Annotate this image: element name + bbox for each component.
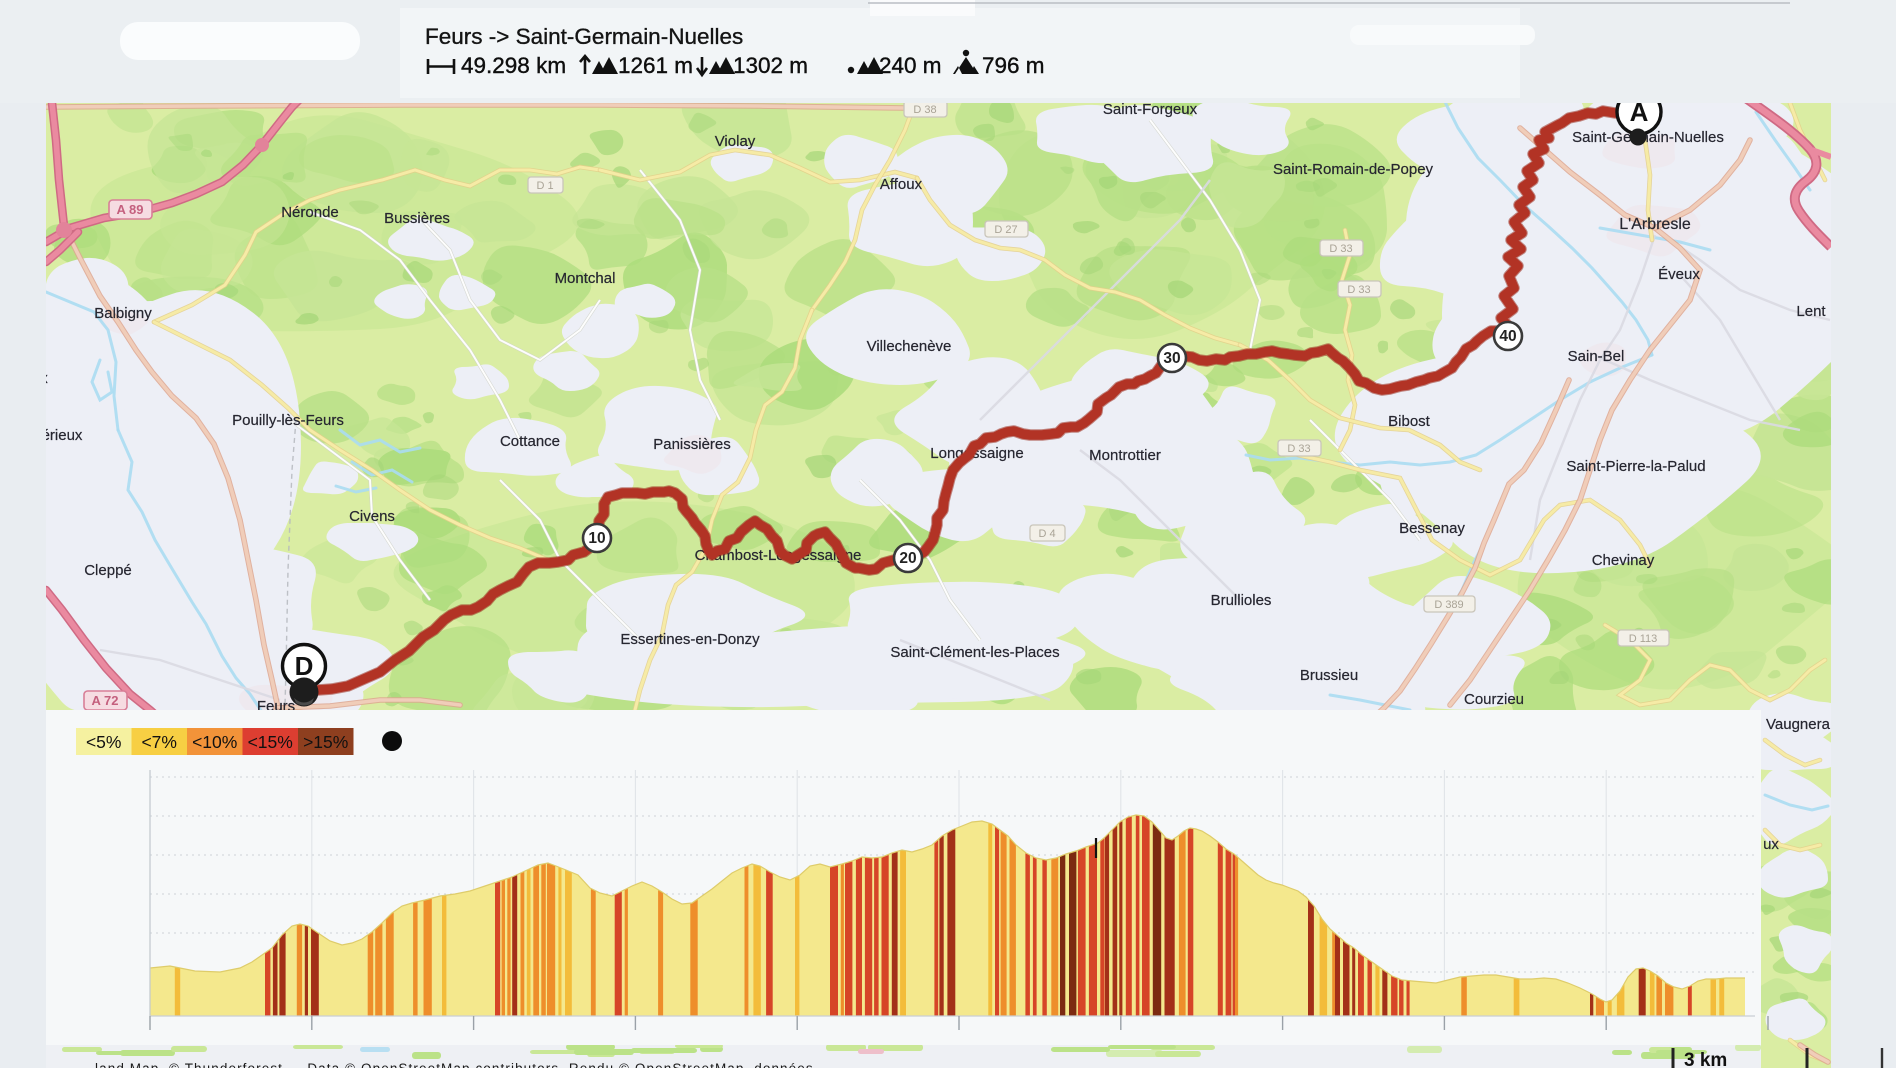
svg-text:Bibost: Bibost (1388, 413, 1431, 430)
svg-text:A: A (1630, 97, 1649, 127)
svg-text:D 33: D 33 (1287, 443, 1310, 455)
svg-text:>15%: >15% (303, 732, 348, 752)
svg-text:Cottance: Cottance (500, 433, 560, 450)
svg-text:40: 40 (1499, 328, 1516, 345)
svg-text:Vaugnera: Vaugnera (1766, 716, 1831, 733)
svg-text:Saint-Pierre-la-Palud: Saint-Pierre-la-Palud (1566, 458, 1705, 475)
svg-text:D 33: D 33 (1347, 284, 1370, 296)
svg-text:1261 m: 1261 m (618, 53, 693, 78)
svg-text:Feurs -> Saint-Germain-Nuelles: Feurs -> Saint-Germain-Nuelles (425, 24, 743, 49)
svg-text:A 89: A 89 (117, 202, 144, 217)
svg-text:Éveux: Éveux (1658, 266, 1700, 283)
svg-text:Essertines-en-Donzy: Essertines-en-Donzy (620, 631, 760, 648)
svg-text:Montchal: Montchal (555, 270, 616, 287)
svg-text:Chevinay: Chevinay (1592, 552, 1655, 569)
svg-text:Affoux: Affoux (880, 176, 923, 193)
svg-text:Saint-Germain-Nuelles: Saint-Germain-Nuelles (1572, 129, 1724, 146)
svg-text:Montrottier: Montrottier (1089, 447, 1161, 464)
svg-text:D 33: D 33 (1329, 243, 1352, 255)
svg-text:Lent: Lent (1796, 303, 1826, 320)
svg-text:Pouilly-lès-Feurs: Pouilly-lès-Feurs (232, 412, 344, 429)
svg-text:D 27: D 27 (994, 224, 1017, 236)
svg-text:D 113: D 113 (1629, 633, 1658, 645)
svg-text:Néronde: Néronde (281, 204, 339, 221)
svg-text:49.298 km: 49.298 km (461, 53, 566, 78)
svg-text:x: x (40, 370, 48, 387)
svg-text:érieux: érieux (42, 427, 83, 444)
svg-text:D 1: D 1 (536, 180, 553, 192)
svg-text:<5%: <5% (86, 732, 122, 752)
svg-text:D 38: D 38 (913, 104, 936, 116)
svg-text:Saint-Romain-de-Popey: Saint-Romain-de-Popey (1273, 161, 1434, 178)
svg-text:3 km: 3 km (1684, 1050, 1727, 1068)
svg-text:Villechenève: Villechenève (867, 338, 952, 355)
svg-text:<7%: <7% (141, 732, 177, 752)
svg-text:D: D (295, 651, 314, 681)
svg-text:Saint-Clément-les-Places: Saint-Clément-les-Places (890, 644, 1059, 661)
svg-text:Sain-Bel: Sain-Bel (1568, 348, 1625, 365)
svg-text:240 m: 240 m (879, 53, 942, 78)
svg-text:10: 10 (588, 530, 605, 547)
svg-text:D 389: D 389 (1434, 599, 1463, 611)
svg-text:Cleppé: Cleppé (84, 562, 132, 579)
svg-text:Balbigny: Balbigny (94, 305, 152, 322)
svg-text:D 4: D 4 (1038, 528, 1055, 540)
svg-text:20: 20 (899, 550, 916, 567)
svg-text:Bessenay: Bessenay (1399, 520, 1465, 537)
svg-text:796 m: 796 m (982, 53, 1045, 78)
svg-text:Bussières: Bussières (384, 210, 450, 227)
svg-text:Longessaigne: Longessaigne (930, 445, 1023, 462)
svg-text:Courzieu: Courzieu (1464, 691, 1524, 708)
svg-text:Violay: Violay (715, 133, 756, 150)
svg-text:30: 30 (1163, 350, 1180, 367)
svg-text:ux: ux (1763, 836, 1779, 853)
svg-text:Panissières: Panissières (653, 436, 731, 453)
svg-text:Brussieu: Brussieu (1300, 667, 1358, 684)
svg-text:Civens: Civens (349, 508, 395, 525)
svg-text:land Map, © Thunderforest — Da: land Map, © Thunderforest — Data © OpenS… (95, 1061, 814, 1068)
svg-text:<15%: <15% (248, 732, 293, 752)
svg-text:<10%: <10% (192, 732, 237, 752)
svg-text:A 72: A 72 (92, 693, 119, 708)
svg-text:1302 m: 1302 m (733, 53, 808, 78)
svg-text:Saint-Forgeux: Saint-Forgeux (1103, 101, 1198, 118)
svg-text:L'Arbresle: L'Arbresle (1619, 216, 1691, 233)
svg-text:Brullioles: Brullioles (1211, 592, 1272, 609)
